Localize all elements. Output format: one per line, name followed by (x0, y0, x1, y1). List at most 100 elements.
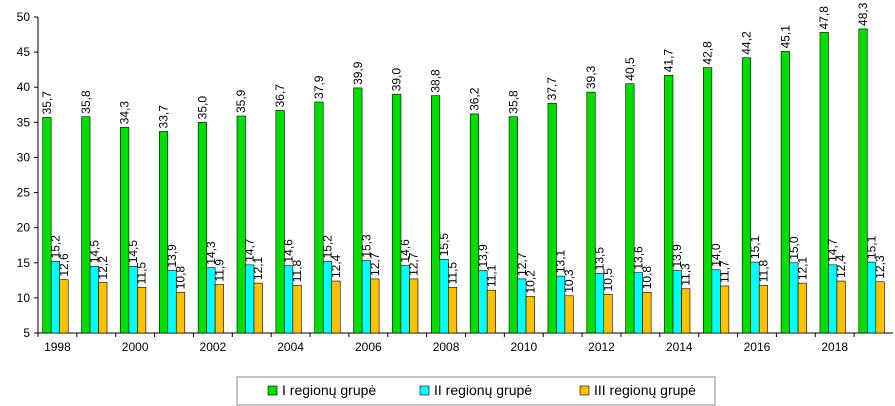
y-tick-label: 40 (17, 80, 31, 94)
bar (875, 281, 885, 334)
y-tick-label: 15 (17, 256, 31, 270)
bar (59, 279, 69, 334)
value-label: 12,6 (57, 253, 71, 277)
value-label: 38,8 (429, 69, 443, 93)
value-label: 10,8 (640, 266, 654, 290)
bar (314, 101, 324, 334)
bar (275, 110, 285, 334)
y-tick-label: 25 (17, 186, 31, 200)
value-label: 12,1 (795, 256, 809, 280)
x-tick-label: 2016 (744, 340, 771, 354)
value-label: 13,1 (554, 249, 568, 273)
bar (236, 115, 246, 334)
bar (292, 284, 302, 334)
value-label: 47,8 (817, 6, 831, 30)
bar (214, 284, 224, 334)
value-label: 35,7 (40, 91, 54, 115)
value-label: 12,7 (515, 252, 529, 276)
value-label: 15,1 (748, 235, 762, 259)
value-label: 13,9 (165, 244, 179, 268)
value-label: 34,3 (118, 101, 132, 125)
value-label: 14,7 (826, 238, 840, 262)
bar (586, 91, 596, 334)
x-tick-label: 2008 (433, 340, 460, 354)
y-tick-label: 5 (23, 326, 30, 340)
value-label: 13,9 (670, 244, 684, 268)
bar (603, 294, 613, 334)
bar (81, 116, 91, 334)
bar (508, 116, 518, 334)
bar (98, 282, 108, 334)
bar (797, 282, 807, 334)
value-label: 10,8 (174, 266, 188, 290)
bar (780, 51, 790, 334)
value-label: 15,5 (437, 233, 451, 257)
value-label: 41,7 (662, 49, 676, 73)
bar (431, 95, 441, 334)
value-label: 12,7 (407, 252, 421, 276)
value-label: 44,2 (739, 31, 753, 55)
x-tick-label: 2018 (821, 340, 848, 354)
bar (681, 288, 691, 334)
legend-label: II regionų grupė (434, 382, 532, 398)
y-tick-label: 10 (17, 291, 31, 305)
y-tick-label: 30 (17, 150, 31, 164)
legend-label: I regionų grupė (282, 382, 376, 398)
value-label: 37,7 (545, 77, 559, 101)
value-label: 48,3 (856, 2, 870, 26)
bar (253, 282, 263, 334)
y-tick-label: 50 (17, 10, 31, 24)
bar (836, 280, 846, 334)
bar (625, 83, 635, 334)
x-tick-label: 1998 (44, 340, 71, 354)
value-label: 14,0 (709, 243, 723, 267)
value-label: 14,6 (282, 239, 296, 263)
bar (486, 289, 496, 334)
legend-label: III regionų grupė (594, 382, 696, 398)
value-label: 13,5 (593, 247, 607, 271)
bar (120, 126, 130, 334)
legend-box (236, 376, 716, 406)
y-tick-label: 20 (17, 221, 31, 235)
value-label: 35,8 (79, 90, 93, 114)
value-label: 15,0 (787, 236, 801, 260)
bar (158, 131, 169, 334)
bar (703, 67, 713, 334)
bar (741, 57, 752, 334)
legend-swatch (579, 385, 590, 396)
legend-swatch (267, 385, 278, 396)
value-label: 42,8 (701, 41, 715, 65)
x-tick-label: 2002 (200, 340, 227, 354)
value-label: 37,9 (312, 75, 326, 99)
value-label: 39,9 (351, 61, 365, 85)
bar (409, 278, 419, 334)
x-tick-label: 2000 (122, 340, 149, 354)
value-label: 11,3 (679, 263, 693, 286)
value-label: 35,8 (506, 90, 520, 114)
bar (370, 278, 380, 334)
value-label: 11,5 (446, 262, 460, 285)
value-label: 39,0 (390, 68, 404, 92)
value-label: 11,8 (290, 259, 304, 282)
value-label: 15,2 (320, 235, 334, 259)
y-tick-label: 35 (17, 115, 31, 129)
value-label: 12,7 (368, 252, 382, 276)
value-label: 35,0 (195, 96, 209, 120)
value-label: 14,3 (204, 241, 218, 265)
bar (353, 87, 363, 334)
bar (525, 296, 535, 334)
bar (819, 32, 829, 334)
y-tick-label: 45 (17, 45, 31, 59)
x-tick-label: 2010 (510, 340, 537, 354)
value-label: 11,1 (484, 264, 498, 287)
value-label: 39,3 (584, 65, 598, 89)
value-label: 11,5 (135, 262, 149, 285)
value-label: 12,4 (329, 254, 343, 278)
value-label: 33,7 (157, 105, 171, 129)
value-label: 12,2 (96, 256, 110, 280)
value-label: 12,3 (873, 255, 887, 279)
value-label: 15,1 (865, 235, 879, 259)
value-label: 40,5 (623, 57, 637, 81)
x-tick-label: 2006 (355, 340, 382, 354)
legend-swatch (419, 385, 430, 396)
